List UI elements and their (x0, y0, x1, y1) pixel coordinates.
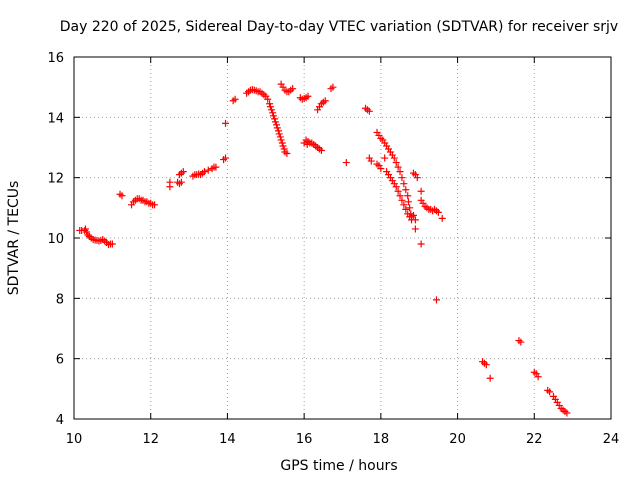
grid (74, 57, 611, 419)
data-point-marker (268, 106, 276, 114)
data-point-marker (82, 225, 90, 233)
data-point-marker (367, 157, 375, 165)
data-point-marker (482, 361, 490, 369)
x-tick-label: 12 (142, 432, 159, 447)
data-point-marker (271, 115, 279, 123)
data-point-marker (432, 296, 440, 304)
y-tick-label: 12 (47, 172, 64, 187)
data-point-marker (413, 174, 421, 182)
data-point-marker (289, 85, 297, 93)
data-point-marker (400, 201, 408, 209)
y-tick-label: 8 (56, 292, 64, 307)
data-point-marker (83, 228, 91, 236)
x-tick-label: 10 (66, 432, 83, 447)
data-point-marker (283, 150, 291, 158)
data-point-marker (404, 192, 412, 200)
data-point-marker (406, 204, 414, 212)
data-point-marker (394, 163, 402, 171)
data-point-marker (118, 192, 126, 200)
data-point-marker (329, 83, 337, 91)
data-point-marker (151, 201, 159, 209)
x-tick-label: 16 (296, 432, 313, 447)
data-point-marker (269, 109, 277, 117)
data-point-marker (278, 139, 286, 147)
data-point-marker (276, 133, 284, 141)
data-point-marker (402, 186, 410, 194)
data-point-marker (266, 103, 274, 111)
data-point-marker (274, 127, 282, 135)
data-point-marker (381, 154, 389, 162)
y-tick-label: 16 (47, 51, 64, 66)
data-point-marker (392, 183, 400, 191)
data-point-marker (394, 187, 402, 195)
data-point-marker (317, 147, 325, 155)
data-points (76, 80, 571, 417)
data-point-marker (411, 225, 419, 233)
data-point-marker (269, 112, 277, 120)
x-tick-label: 18 (373, 432, 390, 447)
data-point-marker (546, 388, 554, 396)
data-point-marker (396, 168, 404, 176)
data-point-marker (279, 142, 287, 150)
data-point-marker (534, 373, 542, 381)
data-point-marker (84, 231, 92, 239)
data-point-marker (417, 187, 425, 195)
data-point-marker (398, 196, 406, 204)
data-point-marker (177, 178, 185, 186)
x-axis-label: GPS time / hours (280, 458, 397, 474)
data-point-marker (280, 145, 288, 153)
tick-labels: 10 12 14 16 18 20 22 24 4 6 8 10 12 14 16 (47, 51, 619, 447)
data-point-marker (438, 214, 446, 222)
data-point-marker (166, 178, 174, 186)
data-point-marker (204, 166, 212, 174)
data-point-marker (402, 205, 410, 213)
data-point-marker (396, 192, 404, 200)
data-point-marker (231, 95, 239, 103)
data-point-marker (108, 240, 116, 248)
data-point-marker (377, 165, 385, 173)
data-point-marker (365, 107, 373, 115)
x-tick-label: 22 (526, 432, 543, 447)
data-point-marker (275, 130, 283, 138)
data-point-marker (304, 92, 312, 100)
data-point-marker (222, 119, 230, 127)
y-tick-label: 10 (47, 232, 64, 247)
data-point-marker (212, 163, 220, 171)
data-point-marker (409, 211, 417, 219)
data-point-marker (271, 118, 279, 126)
axis-ticks (73, 56, 612, 420)
y-tick-label: 6 (56, 353, 64, 368)
data-point-marker (222, 154, 230, 162)
data-point-marker (342, 159, 350, 167)
x-tick-label: 14 (219, 432, 236, 447)
data-point-marker (392, 159, 400, 167)
data-point-marker (563, 409, 571, 417)
x-tick-label: 20 (449, 432, 466, 447)
data-point-marker (411, 216, 419, 224)
data-point-marker (266, 100, 274, 108)
data-point-marker (486, 374, 494, 382)
y-axis-label: SDTVAR / TECUs (6, 181, 22, 296)
data-point-marker (273, 121, 281, 129)
data-point-marker (273, 124, 281, 132)
data-point-marker (404, 198, 412, 206)
x-tick-label: 24 (603, 432, 620, 447)
data-point-marker (277, 136, 285, 144)
chart-title: Day 220 of 2025, Sidereal Day-to-day VTE… (60, 19, 618, 35)
data-point-marker (517, 338, 525, 346)
data-point-marker (417, 240, 425, 248)
y-tick-label: 14 (47, 111, 64, 126)
data-point-marker (200, 168, 208, 176)
data-point-marker (390, 154, 398, 162)
data-point-marker (434, 208, 442, 216)
data-point-marker (398, 174, 406, 182)
data-point-marker (264, 95, 272, 103)
data-point-marker (400, 180, 408, 188)
data-point-marker (179, 168, 187, 176)
data-point-marker (321, 97, 329, 105)
y-tick-label: 4 (56, 413, 64, 428)
